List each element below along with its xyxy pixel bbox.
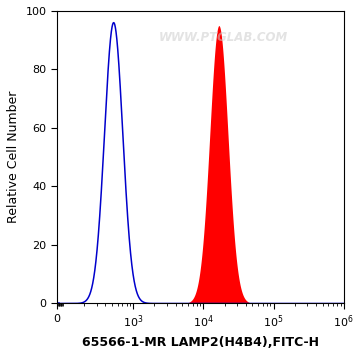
X-axis label: 65566-1-MR LAMP2(H4B4),FITC-H: 65566-1-MR LAMP2(H4B4),FITC-H [82, 336, 319, 349]
Y-axis label: Relative Cell Number: Relative Cell Number [7, 91, 20, 224]
Text: WWW.PTGLAB.COM: WWW.PTGLAB.COM [158, 31, 288, 44]
